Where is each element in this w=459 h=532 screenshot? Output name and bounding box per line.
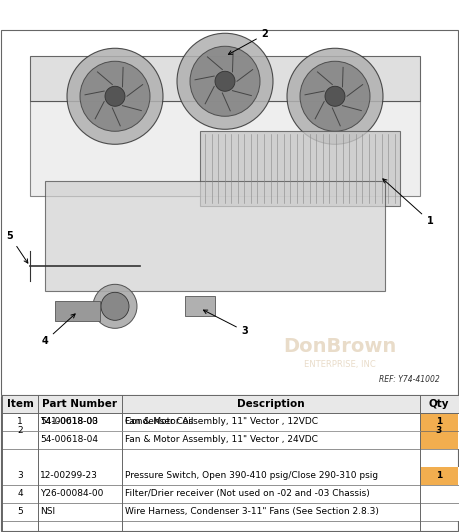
Bar — [30, 101, 419, 196]
Circle shape — [101, 292, 129, 320]
Text: NSI: NSI — [40, 508, 55, 517]
Text: 4: 4 — [17, 489, 23, 498]
Bar — [419, 467, 457, 485]
Circle shape — [67, 48, 162, 144]
Text: 1: 1 — [17, 417, 23, 426]
Bar — [200, 131, 399, 206]
Text: Fan & Motor Assembly, 11" Vector , 12VDC: Fan & Motor Assembly, 11" Vector , 12VDC — [125, 417, 317, 426]
Text: Filter/Drier receiver (Not used on -02 and -03 Chassis): Filter/Drier receiver (Not used on -02 a… — [125, 489, 369, 498]
Bar — [2, 485, 458, 503]
Text: 3: 3 — [203, 310, 248, 336]
Bar — [55, 301, 100, 321]
Bar — [2, 503, 458, 521]
Text: 2.8.1    CHASSIS KIT , CR410 :  OPTION (ALL ): 2.8.1 CHASSIS KIT , CR410 : OPTION (ALL … — [6, 11, 286, 21]
Bar — [2, 467, 458, 485]
Bar — [2, 395, 458, 413]
Polygon shape — [30, 56, 419, 101]
Bar — [2, 413, 458, 431]
Text: 5: 5 — [17, 508, 23, 517]
Bar — [2, 413, 458, 449]
Circle shape — [190, 46, 259, 117]
Circle shape — [214, 71, 235, 92]
Text: Pressure Switch, Open 390-410 psig/Close 290-310 psig: Pressure Switch, Open 390-410 psig/Close… — [125, 471, 377, 480]
Text: Qty: Qty — [428, 399, 448, 409]
Text: 3: 3 — [435, 426, 441, 435]
Text: 1: 1 — [435, 417, 441, 426]
Text: Part Number: Part Number — [42, 399, 117, 409]
Circle shape — [80, 61, 150, 131]
Text: Fan & Motor Assembly, 11" Vector , 24VDC: Fan & Motor Assembly, 11" Vector , 24VDC — [125, 435, 317, 444]
Text: T41-0018-00: T41-0018-00 — [40, 417, 98, 426]
Circle shape — [93, 284, 137, 328]
Bar — [419, 413, 457, 431]
Text: REF: Y74-41002: REF: Y74-41002 — [378, 376, 439, 384]
Circle shape — [105, 86, 125, 106]
Text: DonBrown: DonBrown — [283, 337, 396, 356]
Text: 12-00299-23: 12-00299-23 — [40, 471, 98, 480]
Text: 2: 2 — [228, 29, 268, 54]
Circle shape — [286, 48, 382, 144]
Text: Y26-00084-00: Y26-00084-00 — [40, 489, 103, 498]
Text: 5: 5 — [6, 231, 28, 263]
Text: Description: Description — [237, 399, 304, 409]
Text: Condenser Coil: Condenser Coil — [125, 417, 193, 426]
Circle shape — [325, 86, 344, 106]
Text: Wire Harness, Condenser 3-11" Fans (See Section 2.8.3): Wire Harness, Condenser 3-11" Fans (See … — [125, 508, 378, 517]
Text: 2: 2 — [17, 426, 23, 435]
Bar — [45, 181, 384, 292]
Text: 1: 1 — [435, 471, 441, 480]
Text: 54-00618-03: 54-00618-03 — [40, 417, 98, 426]
Text: ENTERPRISE, INC: ENTERPRISE, INC — [303, 360, 375, 369]
Circle shape — [299, 61, 369, 131]
Bar — [185, 296, 214, 317]
Text: 4: 4 — [41, 314, 75, 346]
Text: Item: Item — [6, 399, 34, 409]
Text: 1: 1 — [382, 179, 432, 226]
Circle shape — [177, 34, 272, 129]
Text: 3: 3 — [17, 471, 23, 480]
Bar — [419, 413, 457, 449]
Text: 54-00618-04: 54-00618-04 — [40, 435, 98, 444]
